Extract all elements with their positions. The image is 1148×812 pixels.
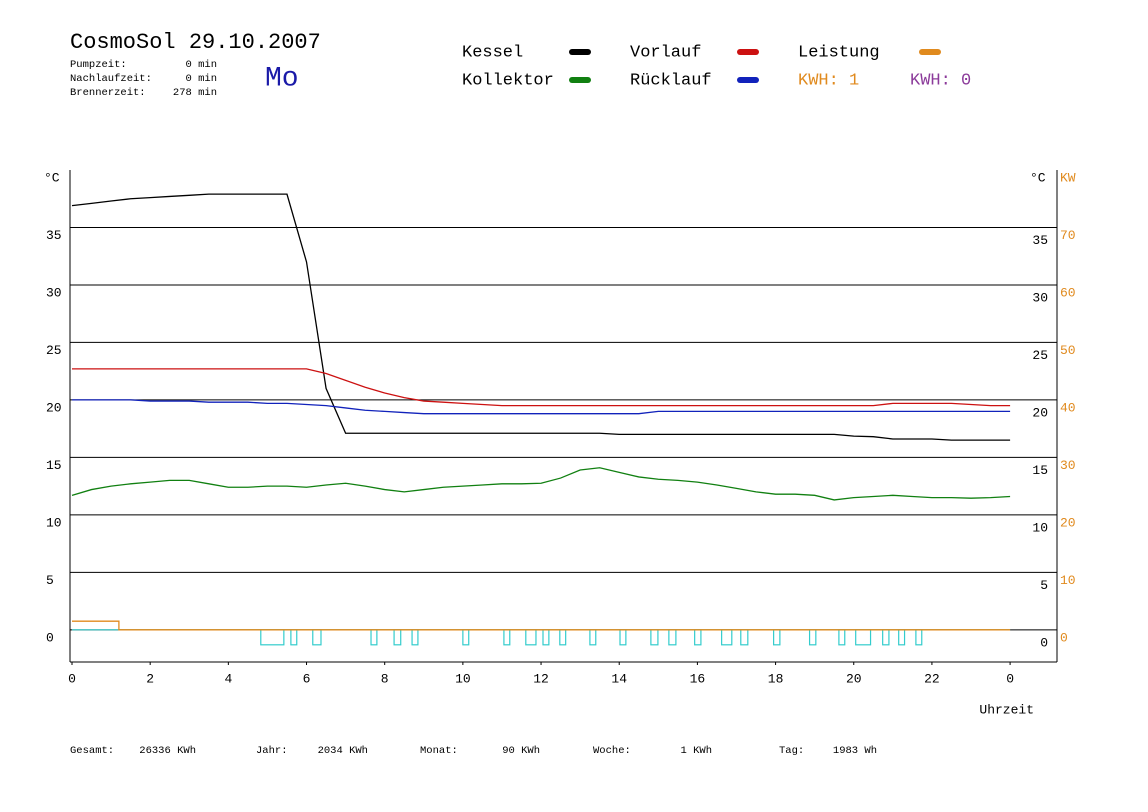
info-value: 0 min [185, 73, 217, 85]
x-tick-label: 18 [768, 671, 784, 686]
y2-tick-label: 50 [1060, 343, 1076, 358]
x-tick-label: 10 [455, 671, 471, 686]
y2-tick-label: 10 [1060, 573, 1076, 588]
x-axis-label: Uhrzeit [979, 702, 1034, 717]
y-tick-label: 10 [46, 515, 62, 530]
y-unit: °C [44, 170, 60, 185]
legend-label: Vorlauf [630, 43, 701, 62]
x-tick-label: 20 [846, 671, 862, 686]
series-line [71, 193, 1011, 441]
kwh-label: KWH: 0 [910, 71, 971, 90]
total-label: Gesamt: [70, 745, 114, 757]
total-label: Jahr: [256, 745, 288, 757]
total-value: 1 KWh [680, 745, 712, 757]
total-value: 26336 KWh [139, 745, 196, 757]
total-value: 2034 KWh [318, 745, 368, 757]
weekday: Mo [265, 63, 299, 94]
y-tick-label: 30 [46, 285, 62, 300]
info-value: 278 min [173, 87, 217, 99]
total-label: Woche: [593, 745, 631, 757]
info-label: Pumpzeit: [70, 59, 127, 71]
legend-label: Kollektor [462, 71, 554, 90]
y-tick-label: 20 [46, 400, 62, 415]
total-value: 90 KWh [502, 745, 540, 757]
total-label: Tag: [779, 745, 804, 757]
chart-title: CosmoSol 29.10.2007 [70, 30, 321, 55]
series-line [72, 620, 1011, 631]
x-tick-label: 0 [1006, 671, 1014, 686]
y2-tick-label: 20 [1060, 515, 1076, 530]
series-line [72, 399, 1011, 415]
y-tick-label-right: 25 [1032, 348, 1048, 363]
total-label: Monat: [420, 745, 458, 757]
series-line [72, 368, 1011, 407]
y-tick-label: 25 [46, 343, 62, 358]
info-label: Nachlaufzeit: [70, 73, 152, 85]
info-value: 0 min [185, 59, 217, 71]
y-tick-label-right: 30 [1032, 290, 1048, 305]
series-line [71, 467, 1011, 501]
x-tick-label: 12 [533, 671, 549, 686]
y-tick-label: 15 [46, 458, 62, 473]
total-value: 1983 Wh [833, 745, 877, 757]
x-tick-label: 22 [924, 671, 940, 686]
legend-label: Leistung [798, 43, 880, 62]
y-tick-label: 5 [46, 573, 54, 588]
kwh-label: KWH: 1 [798, 71, 859, 90]
x-tick-label: 8 [381, 671, 389, 686]
x-tick-label: 6 [303, 671, 311, 686]
y-tick-label-right: 15 [1032, 463, 1048, 478]
y-tick-label-right: 10 [1032, 520, 1048, 535]
y2-unit: KW [1060, 170, 1076, 185]
info-label: Brennerzeit: [70, 87, 146, 99]
y2-tick-label: 0 [1060, 630, 1068, 645]
y-tick-label: 0 [46, 630, 54, 645]
y-tick-label-right: 35 [1032, 233, 1048, 248]
x-tick-label: 2 [146, 671, 154, 686]
x-tick-label: 16 [690, 671, 706, 686]
legend-label: Kessel [462, 43, 523, 62]
y2-tick-label: 30 [1060, 458, 1076, 473]
y-tick-label-right: 5 [1040, 578, 1048, 593]
y-tick-label-right: 0 [1040, 635, 1048, 650]
y-unit-right: °C [1030, 170, 1046, 185]
legend-label: Rücklauf [630, 71, 712, 90]
y2-tick-label: 70 [1060, 228, 1076, 243]
x-tick-label: 14 [611, 671, 627, 686]
x-tick-label: 0 [68, 671, 76, 686]
y-tick-label-right: 20 [1032, 405, 1048, 420]
y2-tick-label: 40 [1060, 400, 1076, 415]
x-tick-label: 4 [224, 671, 232, 686]
y2-tick-label: 60 [1060, 285, 1076, 300]
y-tick-label: 35 [46, 228, 62, 243]
